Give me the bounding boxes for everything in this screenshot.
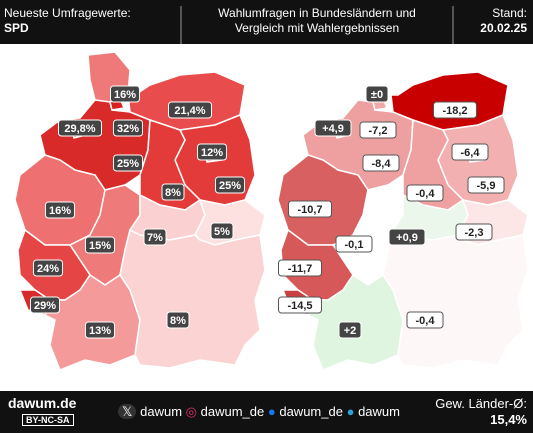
label-box bbox=[85, 321, 115, 339]
value-label: 29% bbox=[34, 300, 56, 312]
label-box bbox=[45, 201, 75, 219]
value-label: 12% bbox=[201, 147, 223, 159]
value-label: -14,5 bbox=[287, 300, 312, 312]
state bbox=[382, 228, 529, 369]
label-box bbox=[451, 143, 489, 161]
label-box bbox=[113, 119, 143, 137]
label-box bbox=[161, 183, 185, 201]
label-box bbox=[406, 311, 444, 329]
label-box bbox=[278, 259, 322, 277]
header-left: Neueste Umfragewerte: SPD bbox=[4, 6, 174, 50]
license: BY-NC-SA bbox=[22, 414, 74, 426]
value-label: -0,4 bbox=[416, 188, 436, 200]
label-box bbox=[278, 296, 322, 314]
social-instagram[interactable]: dawum_de bbox=[200, 404, 265, 419]
value-label: +2 bbox=[344, 325, 357, 337]
label-box bbox=[210, 222, 234, 240]
value-label: -5,9 bbox=[477, 180, 496, 192]
value-label: 8% bbox=[170, 315, 186, 327]
label-box bbox=[455, 223, 493, 241]
label-box bbox=[166, 311, 190, 329]
value-label: +4,9 bbox=[322, 123, 344, 135]
footer: dawum.de BY-NC-SA 𝕏 dawum ◎ dawum_de ● d… bbox=[0, 391, 533, 433]
social-telegram[interactable]: dawum bbox=[358, 404, 400, 419]
value-label: -10,7 bbox=[297, 204, 322, 216]
value-label: 7% bbox=[147, 232, 163, 244]
label-box bbox=[388, 228, 426, 246]
label-box bbox=[359, 121, 397, 139]
average-value: 15,4% bbox=[490, 412, 527, 427]
value-label: 25% bbox=[219, 180, 241, 192]
label-box bbox=[197, 143, 227, 161]
label-box bbox=[335, 235, 373, 253]
label-box bbox=[433, 101, 477, 119]
value-label: +0,9 bbox=[396, 232, 418, 244]
label-box bbox=[58, 119, 102, 137]
value-label: -11,7 bbox=[288, 263, 312, 275]
value-label: -7,2 bbox=[369, 125, 388, 137]
label-box bbox=[365, 85, 389, 103]
header-subtitle: Neueste Umfragewerte: bbox=[4, 6, 131, 20]
value-label: 15% bbox=[89, 240, 111, 252]
value-label: ±0 bbox=[371, 89, 383, 101]
social-facebook[interactable]: dawum_de bbox=[279, 404, 343, 419]
value-label: 25% bbox=[117, 158, 139, 170]
value-label: 16% bbox=[114, 89, 136, 101]
label-box bbox=[33, 259, 63, 277]
maps: 16% 21,4% 29,8% 32% 12% 25% 25% 8% 16% 15% 7% 5% 24%… bbox=[14, 51, 529, 371]
label-box bbox=[143, 228, 167, 246]
label-box bbox=[338, 321, 362, 339]
label-box bbox=[215, 176, 245, 194]
label-box bbox=[85, 236, 115, 254]
value-label: 16% bbox=[49, 205, 71, 217]
label-box bbox=[362, 154, 400, 172]
value-label: 29,8% bbox=[64, 123, 95, 135]
title-line: Wahlumfragen in Bundesländern und bbox=[218, 6, 416, 20]
header-right: Stand: 20.02.25 bbox=[457, 6, 527, 50]
label-box bbox=[288, 200, 332, 218]
state bbox=[119, 228, 266, 369]
value-label: 5% bbox=[214, 226, 230, 238]
site[interactable]: dawum.de bbox=[8, 395, 77, 411]
header-center: Wahlumfragen in Bundesländern und Vergle… bbox=[180, 6, 454, 44]
label-box bbox=[314, 119, 352, 137]
label-box bbox=[113, 154, 143, 172]
label-box bbox=[168, 101, 212, 119]
value-label: 21,4% bbox=[174, 105, 205, 117]
value-label: -2,3 bbox=[465, 227, 484, 239]
value-label: 32% bbox=[117, 123, 139, 135]
label-box bbox=[406, 184, 444, 202]
label-box bbox=[467, 176, 505, 194]
average: Gew. Länder-Ø: 15,4% bbox=[435, 396, 527, 428]
header: Neueste Umfragewerte: SPD Wahlumfragen i… bbox=[0, 0, 533, 44]
label-box bbox=[110, 85, 140, 103]
title-line: Vergleich mit Wahlergebnissen bbox=[234, 21, 400, 35]
value-label: 13% bbox=[89, 325, 111, 337]
socials: 𝕏 dawum ◎ dawum_de ● dawum_de ● dawum bbox=[118, 404, 400, 420]
value-label: -18,2 bbox=[442, 105, 467, 117]
value-label: -0,1 bbox=[345, 239, 364, 251]
date-label: Stand: bbox=[492, 6, 527, 20]
value-label: 8% bbox=[165, 187, 181, 199]
social-x[interactable]: dawum bbox=[140, 404, 183, 419]
value-label: 24% bbox=[37, 263, 59, 275]
party: SPD bbox=[4, 21, 29, 35]
value-label: -6,4 bbox=[461, 147, 481, 159]
label-box bbox=[30, 296, 60, 314]
date: 20.02.25 bbox=[480, 21, 527, 35]
value-label: -8,4 bbox=[372, 158, 392, 170]
average-label: Gew. Länder-Ø: bbox=[435, 396, 527, 411]
value-label: -0,4 bbox=[416, 315, 436, 327]
